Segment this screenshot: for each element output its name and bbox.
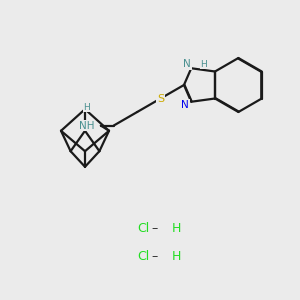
Text: N: N (182, 100, 189, 110)
Text: N: N (183, 59, 191, 69)
Text: Cl: Cl (138, 250, 150, 262)
Text: Cl: Cl (138, 221, 150, 235)
Text: –: – (148, 221, 162, 235)
Text: H: H (83, 103, 90, 112)
Text: H: H (172, 221, 182, 235)
Text: NH: NH (79, 121, 94, 130)
Text: H: H (172, 250, 182, 262)
Text: –: – (148, 250, 162, 262)
Text: S: S (157, 94, 164, 103)
Text: H: H (200, 60, 207, 69)
